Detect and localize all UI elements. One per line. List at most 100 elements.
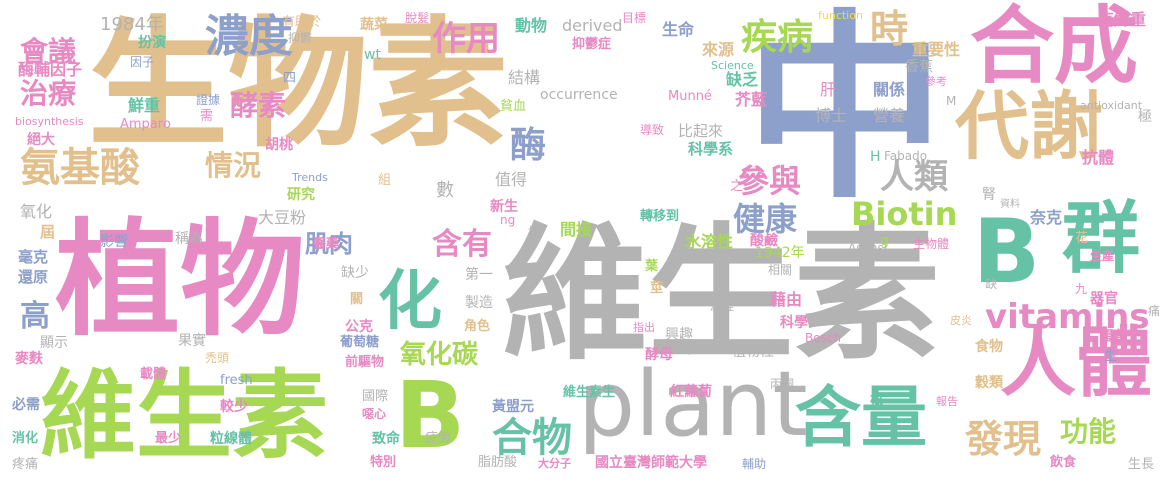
word-jiaose: 角色 [464,319,491,334]
word-shen: 腎 [982,187,996,203]
word-jiaoshao: 較少 [220,399,248,415]
word-yanghuatan: 氧化碳 [400,340,479,370]
word-renti: 人體 [1000,318,1152,407]
word-zhizao: 製造 [465,295,493,311]
word-dadoufen: 大豆粉 [258,208,307,227]
word-chengwei: 稱為 [175,231,203,247]
word-biqilai: 比起來 [678,122,724,140]
word-zhifangsuan: 脂肪酸 [478,455,518,470]
word-xiangguan: 相關 [768,263,793,277]
word-jiu: 九 [1075,282,1088,296]
word-ye: 葉 [645,259,659,274]
word-diyi: 第一 [465,267,493,283]
word-zhiwu: 植物 [55,208,305,353]
word-yiyao: 醫藥 [313,237,340,252]
word-hua: 化 [378,265,442,339]
word-asensi: Asensi [848,241,888,255]
word-bixu: 必需 [12,397,40,413]
word-kexuexi: 科學系 [688,140,734,158]
word-qingkuang: 情況 [205,149,262,182]
word-piyan: 皮炎 [950,314,972,327]
word-meifuyinzi: 酶輔因子 [18,60,83,79]
word-canyu: 參與 [737,162,802,200]
word-haoke: 毫克 [18,248,49,266]
word-zhiwuxing: 植物性 [732,344,774,360]
word-munne: Munné [668,89,712,104]
word-qiguan: 器官 [1090,291,1118,307]
word-exin: 噁心 [362,407,387,421]
word-que: 缺 [985,277,998,291]
word-shucai: 蔬菜 [360,17,388,33]
word-biotin: Biotin [851,195,958,233]
word-pinxue: 貧血 [500,99,527,114]
word-ng: ng [500,213,516,227]
word-jing: 莖 [650,281,664,296]
word-antioxidant: antioxidant [1080,99,1143,112]
word-b-green: B [395,362,466,469]
word-dongwu: 動物 [515,16,548,35]
word-hanliang: 含量 [795,379,927,456]
word-shiwu: 食物 [975,339,1003,355]
word-ziliao: 資料 [1000,199,1020,210]
word-zuishao: 最少 [155,431,182,446]
word-tutou: 禿頭 [205,351,230,365]
word-bingtong: 丙酮 [770,377,795,391]
word-jielan: 芥藍 [735,90,768,109]
word-shengwusu: 生物素 [88,4,509,167]
word-h: H [870,149,881,165]
word-laiyuan: 來源 [702,40,735,59]
word-mubiao: 目標 [622,11,647,25]
word-jiaomu: 酵母 [645,347,673,363]
word-xianshi: 顯示 [40,335,68,351]
word-plant: plant [578,352,808,457]
word-science: Science [711,59,754,72]
word-guoshi: 果實 [178,333,206,349]
word-youzhuyu: 有助於 [282,15,322,30]
word-faxian: 發現 [965,417,1042,461]
word-zhengju: 證據 [196,93,221,107]
word-sergi: Sergi [666,341,697,355]
word-zhongyaoxing: 重要性 [912,40,961,59]
word-huangmengyuan: 黃盟元 [492,399,534,415]
word-qun: 群 [1062,194,1141,284]
word-zuoyong: 作用 [432,19,500,59]
word-shengwuti: 生物體 [913,237,950,251]
word-gan: 肝 [820,80,837,99]
word-shuirongxing: 水溶性 [685,232,734,251]
word-zhiliao: 治療 [20,77,77,110]
word-fuzhu: 輔助 [742,457,767,471]
word-putaotang: 葡萄糖 [340,335,380,350]
word-ji: 極 [1138,109,1152,125]
word-hua2: 花 [1075,231,1089,246]
word-xianzhong: 鮮重 [128,96,161,115]
word-dafenzi: 大分子 [538,457,571,470]
word-zhichu: 指出 [633,321,655,334]
word-zhi: 之 [730,179,744,194]
word-si: 四 [283,71,297,86]
word-hutao: 胡桃 [265,137,293,153]
word-jianjie: 間接 [560,220,593,239]
word-boshi: 博士 [815,106,848,125]
word-jiankang: 健康 [733,200,798,238]
word-derived: derived [562,16,623,35]
word-g: g [880,233,889,249]
word-danhuang: 蛋黃 [1100,329,1128,345]
word-gao: 高 [20,299,50,334]
word-hongluobo: 紅蘿蔔 [670,384,712,400]
word-zhiming: 致命 [372,431,400,447]
word-yanjiu: 研究 [287,187,315,203]
word-cankao: 參考 [925,75,947,88]
word-tebie: 特別 [370,455,397,470]
word-daozhi: 導致 [640,123,665,137]
word-yingyang: 營養 [873,106,906,125]
word-jueda: 絕大 [27,132,55,148]
word-zhong: 中 [745,0,946,226]
word-anjisuan: 氨基酸 [20,145,140,191]
word-baogao: 報告 [936,395,958,408]
word-queshao: 缺少 [341,265,369,281]
word-xiaohua: 消化 [12,431,39,446]
word-qianquwu: 前驅物 [345,355,385,370]
word-kexianzhong: 克鮮重 [1098,10,1147,29]
word-yinshi: 飲食 [1050,455,1077,470]
